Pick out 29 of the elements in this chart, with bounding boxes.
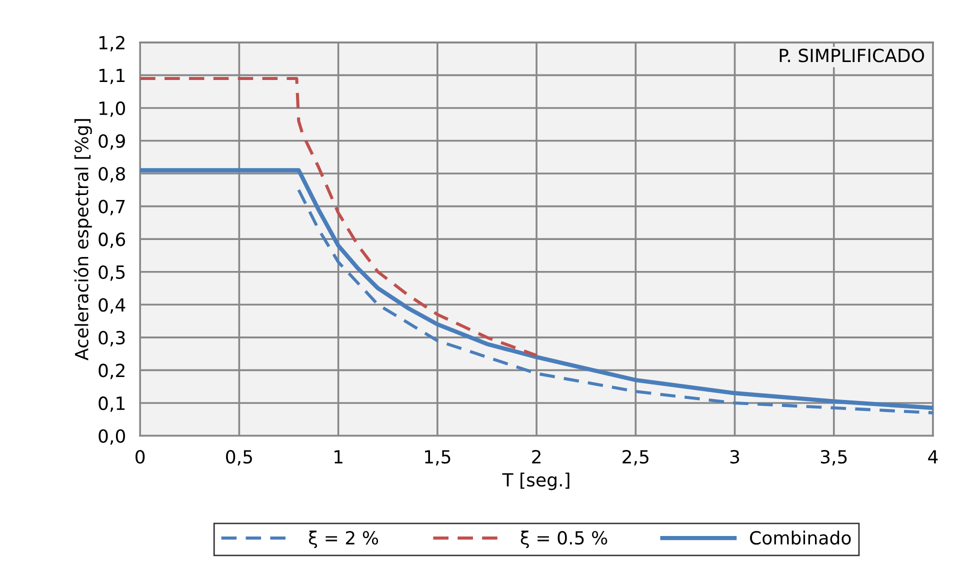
y-tick-label: 0,4 [98, 298, 126, 314]
x-tick-label: 1,5 [425, 450, 450, 466]
x-tick-label: 0 [136, 450, 145, 464]
y-axis-title: Aceleración espectral [%g] [74, 119, 92, 360]
y-tick-label: 0,6 [98, 232, 126, 248]
legend-label: ξ = 0.5 % [520, 530, 608, 548]
x-tick-label: 4 [928, 450, 938, 464]
y-tick-label: 0,8 [98, 166, 125, 182]
annotation: P. SIMPLIFICADO [780, 48, 924, 62]
y-tick-label: 0,7 [98, 200, 125, 216]
x-tick-label: 0,5 [226, 450, 252, 466]
line-series [140, 76, 538, 357]
legend-label: Combinado [750, 530, 851, 545]
y-tick-label: 0,1 [98, 396, 125, 412]
x-tick-label: 3,5 [820, 450, 847, 466]
y-tick-label: 1,1 [99, 68, 125, 84]
y-tick-label: 0,5 [98, 265, 125, 281]
legend-label: ξ = 2 % [308, 530, 378, 548]
y-tick-label: 1,2 [99, 36, 124, 52]
x-axis-title: T [seg.] [502, 472, 570, 490]
y-tick-label: 0,9 [98, 134, 125, 150]
y-tick-label: 0,2 [98, 364, 124, 380]
x-tick-label: 1 [334, 450, 342, 464]
y-tick-label: 1,0 [99, 101, 126, 117]
x-tick-label: 2 [532, 450, 540, 464]
y-tick-label: 0,0 [98, 429, 126, 445]
y-tick-label: 0,3 [98, 330, 125, 346]
x-tick-label: 3 [730, 450, 740, 464]
x-tick-label: 2,5 [622, 450, 648, 466]
